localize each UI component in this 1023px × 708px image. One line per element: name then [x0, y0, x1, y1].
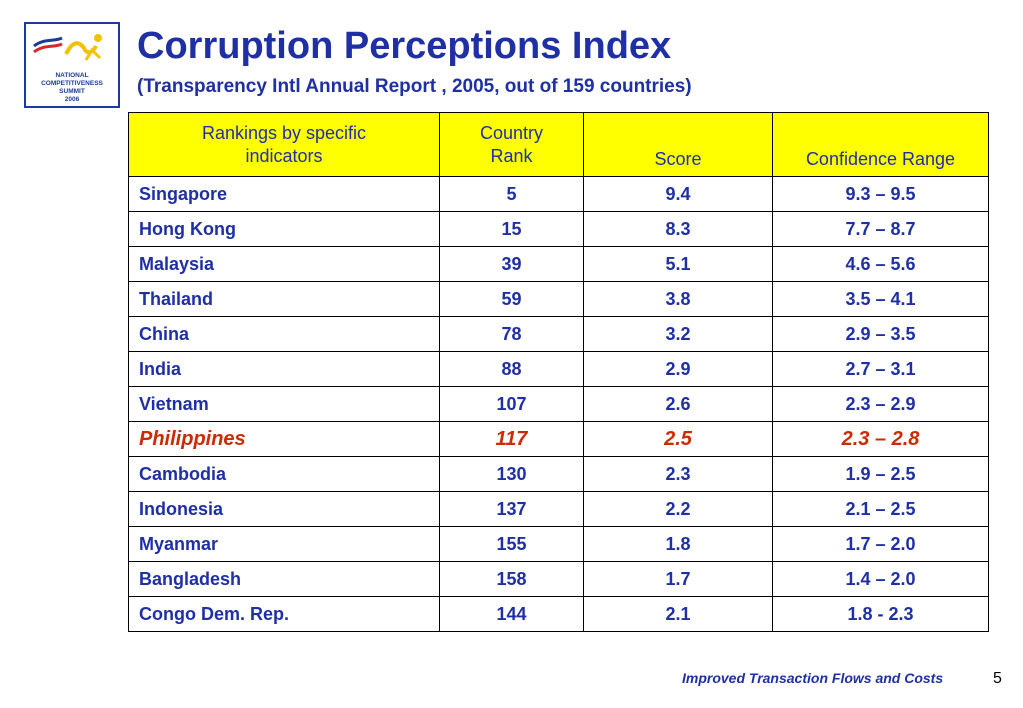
score-cell: 1.8: [583, 526, 773, 562]
score-cell: 3.8: [583, 281, 773, 317]
header-rank-line-1: Country: [479, 122, 544, 143]
table-row: Cambodia 130 2.3 1.9 – 2.5: [128, 456, 989, 492]
country-cell: Cambodia: [128, 456, 440, 492]
table-row: Thailand 59 3.8 3.5 – 4.1: [128, 281, 989, 317]
logo-line-3: SUMMIT: [59, 88, 85, 95]
header-score: Score: [583, 112, 773, 177]
footer-text: Improved Transaction Flows and Costs: [682, 670, 944, 686]
rank-cell: 107: [439, 386, 584, 422]
slide-subtitle: (Transparency Intl Annual Report , 2005,…: [137, 76, 692, 97]
header-country-rank: Country Rank: [439, 112, 584, 177]
confidence-range-cell: 3.5 – 4.1: [772, 281, 989, 317]
header-row: Rankings by specific indicators Country …: [128, 112, 989, 177]
score-cell: 5.1: [583, 246, 773, 282]
table-row: Bangladesh 158 1.7 1.4 – 2.0: [128, 561, 989, 597]
rank-cell: 117: [439, 421, 584, 457]
confidence-range-cell: 1.9 – 2.5: [772, 456, 989, 492]
country-cell: India: [128, 351, 440, 387]
rank-cell: 39: [439, 246, 584, 282]
score-cell: 8.3: [583, 211, 773, 247]
country-cell: Singapore: [128, 176, 440, 212]
rank-cell: 78: [439, 316, 584, 352]
confidence-range-cell: 1.7 – 2.0: [772, 526, 989, 562]
confidence-range-cell: 4.6 – 5.6: [772, 246, 989, 282]
country-cell: Hong Kong: [128, 211, 440, 247]
page-number: 5: [993, 670, 1002, 687]
score-cell: 9.4: [583, 176, 773, 212]
rank-cell: 144: [439, 596, 584, 632]
header-indicators: Rankings by specific indicators: [128, 112, 440, 177]
summit-logo-mark: [33, 34, 102, 61]
country-cell: Thailand: [128, 281, 440, 317]
table-row: Philippines 117 2.5 2.3 – 2.8: [128, 421, 989, 457]
country-cell: Myanmar: [128, 526, 440, 562]
score-cell: 3.2: [583, 316, 773, 352]
table-row: Singapore 5 9.4 9.3 – 9.5: [128, 176, 989, 212]
country-cell: Indonesia: [128, 491, 440, 527]
table-row: China 78 3.2 2.9 – 3.5: [128, 316, 989, 352]
logo-line-4: 2006: [64, 96, 80, 103]
confidence-range-cell: 2.3 – 2.8: [772, 421, 989, 457]
score-cell: 1.7: [583, 561, 773, 597]
score-cell: 2.9: [583, 351, 773, 387]
score-cell: 2.6: [583, 386, 773, 422]
table-row: Indonesia 137 2.2 2.1 – 2.5: [128, 491, 989, 527]
rank-cell: 15: [439, 211, 584, 247]
confidence-range-cell: 2.1 – 2.5: [772, 491, 989, 527]
country-cell: Malaysia: [128, 246, 440, 282]
score-cell: 2.5: [583, 421, 773, 457]
score-cell: 2.2: [583, 491, 773, 527]
header-confidence-range: Confidence Range: [772, 112, 989, 177]
confidence-range-cell: 7.7 – 8.7: [772, 211, 989, 247]
country-cell: Vietnam: [128, 386, 440, 422]
rank-cell: 88: [439, 351, 584, 387]
cpi-table: Rankings by specific indicators Country …: [128, 112, 989, 632]
rank-cell: 5: [439, 176, 584, 212]
country-cell: China: [128, 316, 440, 352]
table-row: Hong Kong 15 8.3 7.7 – 8.7: [128, 211, 989, 247]
confidence-range-cell: 2.9 – 3.5: [772, 316, 989, 352]
header-rank-line-2: Rank: [490, 145, 533, 166]
table-row: Malaysia 39 5.1 4.6 – 5.6: [128, 246, 989, 282]
confidence-range-cell: 2.3 – 2.9: [772, 386, 989, 422]
table-row: Congo Dem. Rep. 144 2.1 1.8 - 2.3: [128, 596, 989, 632]
rank-cell: 158: [439, 561, 584, 597]
rank-cell: 155: [439, 526, 584, 562]
country-cell: Philippines: [128, 421, 440, 457]
logo-line-1: NATIONAL: [55, 72, 89, 79]
confidence-range-cell: 1.8 - 2.3: [772, 596, 989, 632]
logo-text: NATIONAL COMPETITIVENESS SUMMIT 2006: [26, 72, 118, 104]
country-cell: Bangladesh: [128, 561, 440, 597]
confidence-range-cell: 1.4 – 2.0: [772, 561, 989, 597]
confidence-range-cell: 2.7 – 3.1: [772, 351, 989, 387]
confidence-range-cell: 9.3 – 9.5: [772, 176, 989, 212]
header-indicators-line-1: Rankings by specific: [201, 122, 367, 143]
rank-cell: 59: [439, 281, 584, 317]
score-cell: 2.3: [583, 456, 773, 492]
country-cell: Congo Dem. Rep.: [128, 596, 440, 632]
header-indicators-line-2: indicators: [245, 145, 323, 166]
summit-logo: NATIONAL COMPETITIVENESS SUMMIT 2006: [24, 22, 120, 108]
table-row: India 88 2.9 2.7 – 3.1: [128, 351, 989, 387]
score-cell: 2.1: [583, 596, 773, 632]
table-row: Vietnam 107 2.6 2.3 – 2.9: [128, 386, 989, 422]
logo-line-2: COMPETITIVENESS: [41, 80, 103, 87]
table-body: Singapore 5 9.4 9.3 – 9.5 Hong Kong 15 8.3 7.7 …: [128, 176, 989, 632]
rank-cell: 130: [439, 456, 584, 492]
rank-cell: 137: [439, 491, 584, 527]
slide-title: Corruption Perceptions Index: [137, 25, 672, 67]
table-row: Myanmar 155 1.8 1.7 – 2.0: [128, 526, 989, 562]
